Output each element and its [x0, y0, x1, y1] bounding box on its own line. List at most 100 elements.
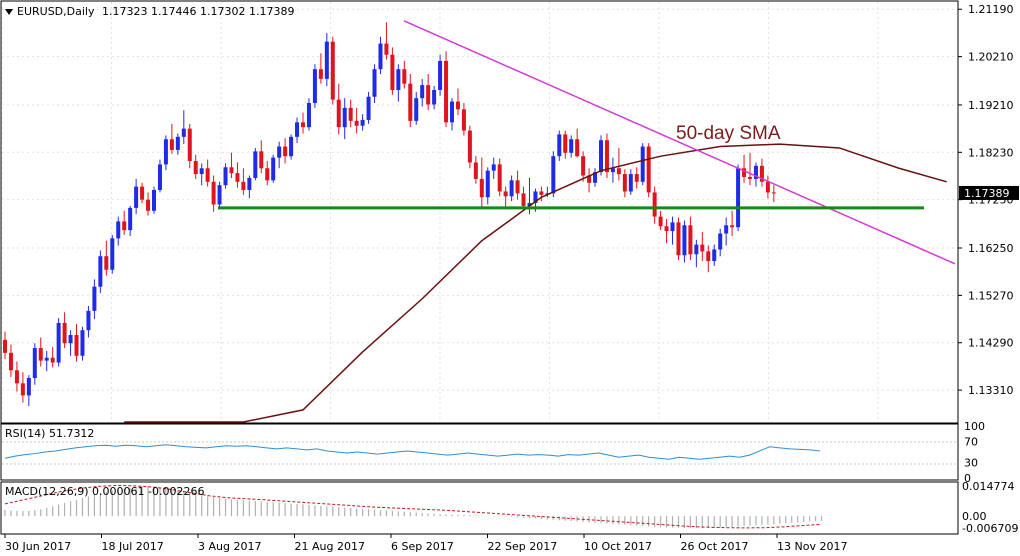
ohlc-values: 1.17323 1.17446 1.17302 1.17389 — [102, 5, 294, 18]
candle-body — [497, 164, 502, 192]
candle-body — [378, 43, 383, 70]
candle-body — [44, 357, 49, 361]
candle-body — [271, 157, 276, 181]
candle-body — [712, 249, 717, 262]
candle-body — [426, 85, 431, 105]
candle-body — [20, 383, 25, 396]
date-tick-label: 13 Nov 2017 — [777, 540, 847, 553]
date-tick-label: 26 Oct 2017 — [681, 540, 749, 553]
candle-body — [444, 60, 449, 123]
price-tick-label: 1.14290 — [968, 337, 1014, 350]
candle-body — [318, 69, 323, 79]
candle-body — [152, 190, 156, 211]
candle-body — [366, 96, 371, 120]
date-tick-label: 22 Sep 2017 — [488, 540, 558, 553]
candle-body — [730, 225, 735, 228]
macd-panel-border — [0, 481, 959, 535]
candle-body — [8, 352, 13, 371]
candle-body — [622, 174, 627, 192]
price-tick-label: 1.19210 — [968, 99, 1014, 112]
candle-body — [765, 181, 770, 193]
price-tick-label: 1.15270 — [968, 289, 1014, 302]
candle-body — [402, 69, 407, 84]
candle-body — [587, 175, 592, 183]
candle-body — [551, 156, 556, 194]
candle-body — [593, 172, 598, 183]
rsi-tick-label: 100 — [964, 420, 985, 433]
candle-body — [199, 168, 204, 175]
rsi-panel[interactable]: RSI(14) 51.7312 100 70 30 0 — [0, 420, 985, 485]
candle-body — [348, 107, 353, 121]
candle-body — [122, 221, 127, 231]
macd-signal-line — [4, 484, 821, 529]
candle-body — [80, 330, 85, 356]
candle-body — [32, 348, 37, 379]
rsi-axis: 100 70 30 0 — [964, 420, 985, 485]
candle-body — [175, 136, 180, 150]
price-panel[interactable]: 50-day SMA EURUSD,Daily 1.17323 1.17446 … — [0, 0, 1019, 424]
rsi-tick-label: 30 — [964, 456, 978, 469]
current-price-marker: 1.17389 — [959, 185, 1019, 200]
candle-body — [658, 216, 663, 227]
candle-body — [706, 251, 711, 262]
candle-body — [503, 191, 508, 197]
date-tick-label: 3 Aug 2017 — [198, 540, 261, 553]
candle-body — [140, 186, 145, 200]
candle-body — [277, 146, 282, 158]
candle-body — [283, 146, 288, 157]
candle-body — [539, 191, 544, 195]
candle-body — [509, 180, 514, 197]
candle-body — [640, 146, 645, 182]
rsi-line — [4, 444, 821, 460]
price-panel-border — [0, 0, 959, 424]
candle-body — [3, 339, 7, 353]
candle-body — [50, 357, 55, 363]
candle-body — [742, 168, 747, 177]
symbol-label: EURUSD,Daily — [17, 5, 95, 18]
candle-body — [354, 120, 359, 126]
current-price-label: 1.17389 — [964, 187, 1010, 200]
candle-body — [38, 348, 43, 361]
candle-body — [86, 310, 91, 331]
candle-body — [718, 233, 723, 250]
candle-body — [384, 43, 389, 55]
candle-body — [491, 164, 496, 171]
candle-body — [181, 128, 186, 137]
candle-body — [110, 238, 115, 270]
price-tick-label: 1.20210 — [968, 51, 1014, 64]
candle-body — [229, 167, 234, 174]
candle-body — [646, 146, 651, 193]
candle-body — [62, 322, 67, 344]
candle-body — [688, 225, 693, 255]
macd-tick-label: 0.014774 — [962, 480, 1015, 493]
candle-body — [575, 139, 580, 157]
candle-body — [342, 107, 347, 128]
candle-body — [408, 83, 413, 121]
macd-panel[interactable]: MACD(12,26,9) 0.000061 -0.002266 0.01477… — [0, 480, 1018, 535]
candle-body — [390, 54, 395, 90]
candle-body — [467, 130, 472, 163]
candle-body — [193, 161, 198, 175]
candle-body — [92, 286, 97, 311]
candle-body — [169, 139, 174, 150]
candle-body — [682, 225, 687, 256]
candle-body — [533, 191, 538, 204]
candle-body — [289, 136, 294, 157]
candle-body — [324, 41, 329, 79]
candle-body — [414, 98, 419, 121]
sma-50-line — [124, 143, 947, 423]
macd-histogram — [4, 486, 823, 529]
candle-body — [461, 109, 466, 131]
candle-body — [604, 140, 609, 173]
candle-body — [724, 225, 729, 234]
candle-body — [694, 244, 699, 255]
candle-body — [253, 151, 258, 178]
dropdown-triangle-icon[interactable] — [5, 9, 13, 15]
candle-body — [420, 85, 425, 99]
candle-body — [521, 193, 526, 206]
candle-body — [259, 151, 264, 169]
price-axis: 1.211901.202101.192101.182301.172501.162… — [958, 3, 1014, 397]
candle-body — [56, 322, 61, 363]
candle-body — [98, 256, 103, 287]
